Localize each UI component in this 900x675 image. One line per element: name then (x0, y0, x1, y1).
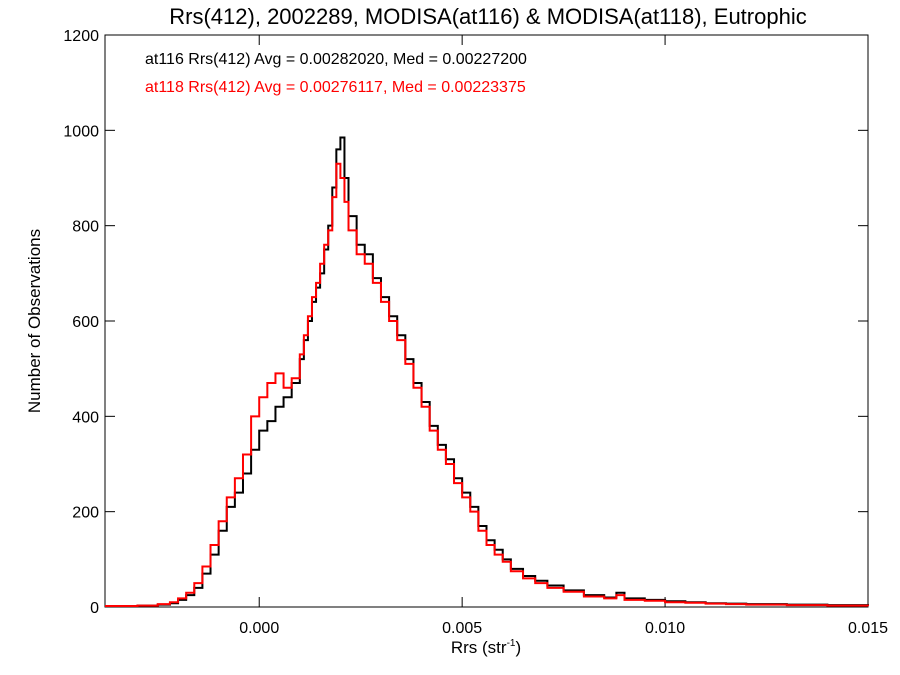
series-layer (105, 136, 869, 608)
x-tick-label: 0.010 (645, 620, 685, 637)
legend-at118: at118 Rrs(412) Avg = 0.00276117, Med = 0… (145, 79, 526, 96)
x-tick-label: 0.005 (442, 620, 482, 637)
chart-title: Rrs(412), 2002289, MODISA(at116) & MODIS… (169, 4, 806, 29)
y-tick-label: 200 (72, 505, 99, 522)
y-tick-label: 1000 (63, 123, 99, 140)
y-tick-label: 800 (72, 219, 99, 236)
y-tick-label: 1200 (63, 28, 99, 45)
y-tick-label: 400 (72, 409, 99, 426)
x-tick-label: 0.015 (848, 620, 888, 637)
x-axis-label-close: ) (515, 638, 521, 657)
y-tick-label: 0 (90, 600, 99, 617)
y-tick-label: 600 (72, 314, 99, 331)
x-axis-label-sup: -1 (507, 638, 516, 649)
y-axis-label: Number of Observations (25, 229, 44, 413)
x-axis-ticks: 0.000 0.005 0.010 0.015 (239, 35, 888, 637)
y-axis-ticks: 0 200 400 600 800 1000 1200 (63, 28, 868, 617)
x-tick-label: 0.000 (239, 620, 279, 637)
legend-at116: at116 Rrs(412) Avg = 0.00282020, Med = 0… (145, 51, 527, 68)
series-at118-line (105, 162, 869, 608)
x-axis-label: Rrs (str-1) (451, 638, 521, 657)
x-axis-label-main: Rrs (str (451, 638, 507, 657)
